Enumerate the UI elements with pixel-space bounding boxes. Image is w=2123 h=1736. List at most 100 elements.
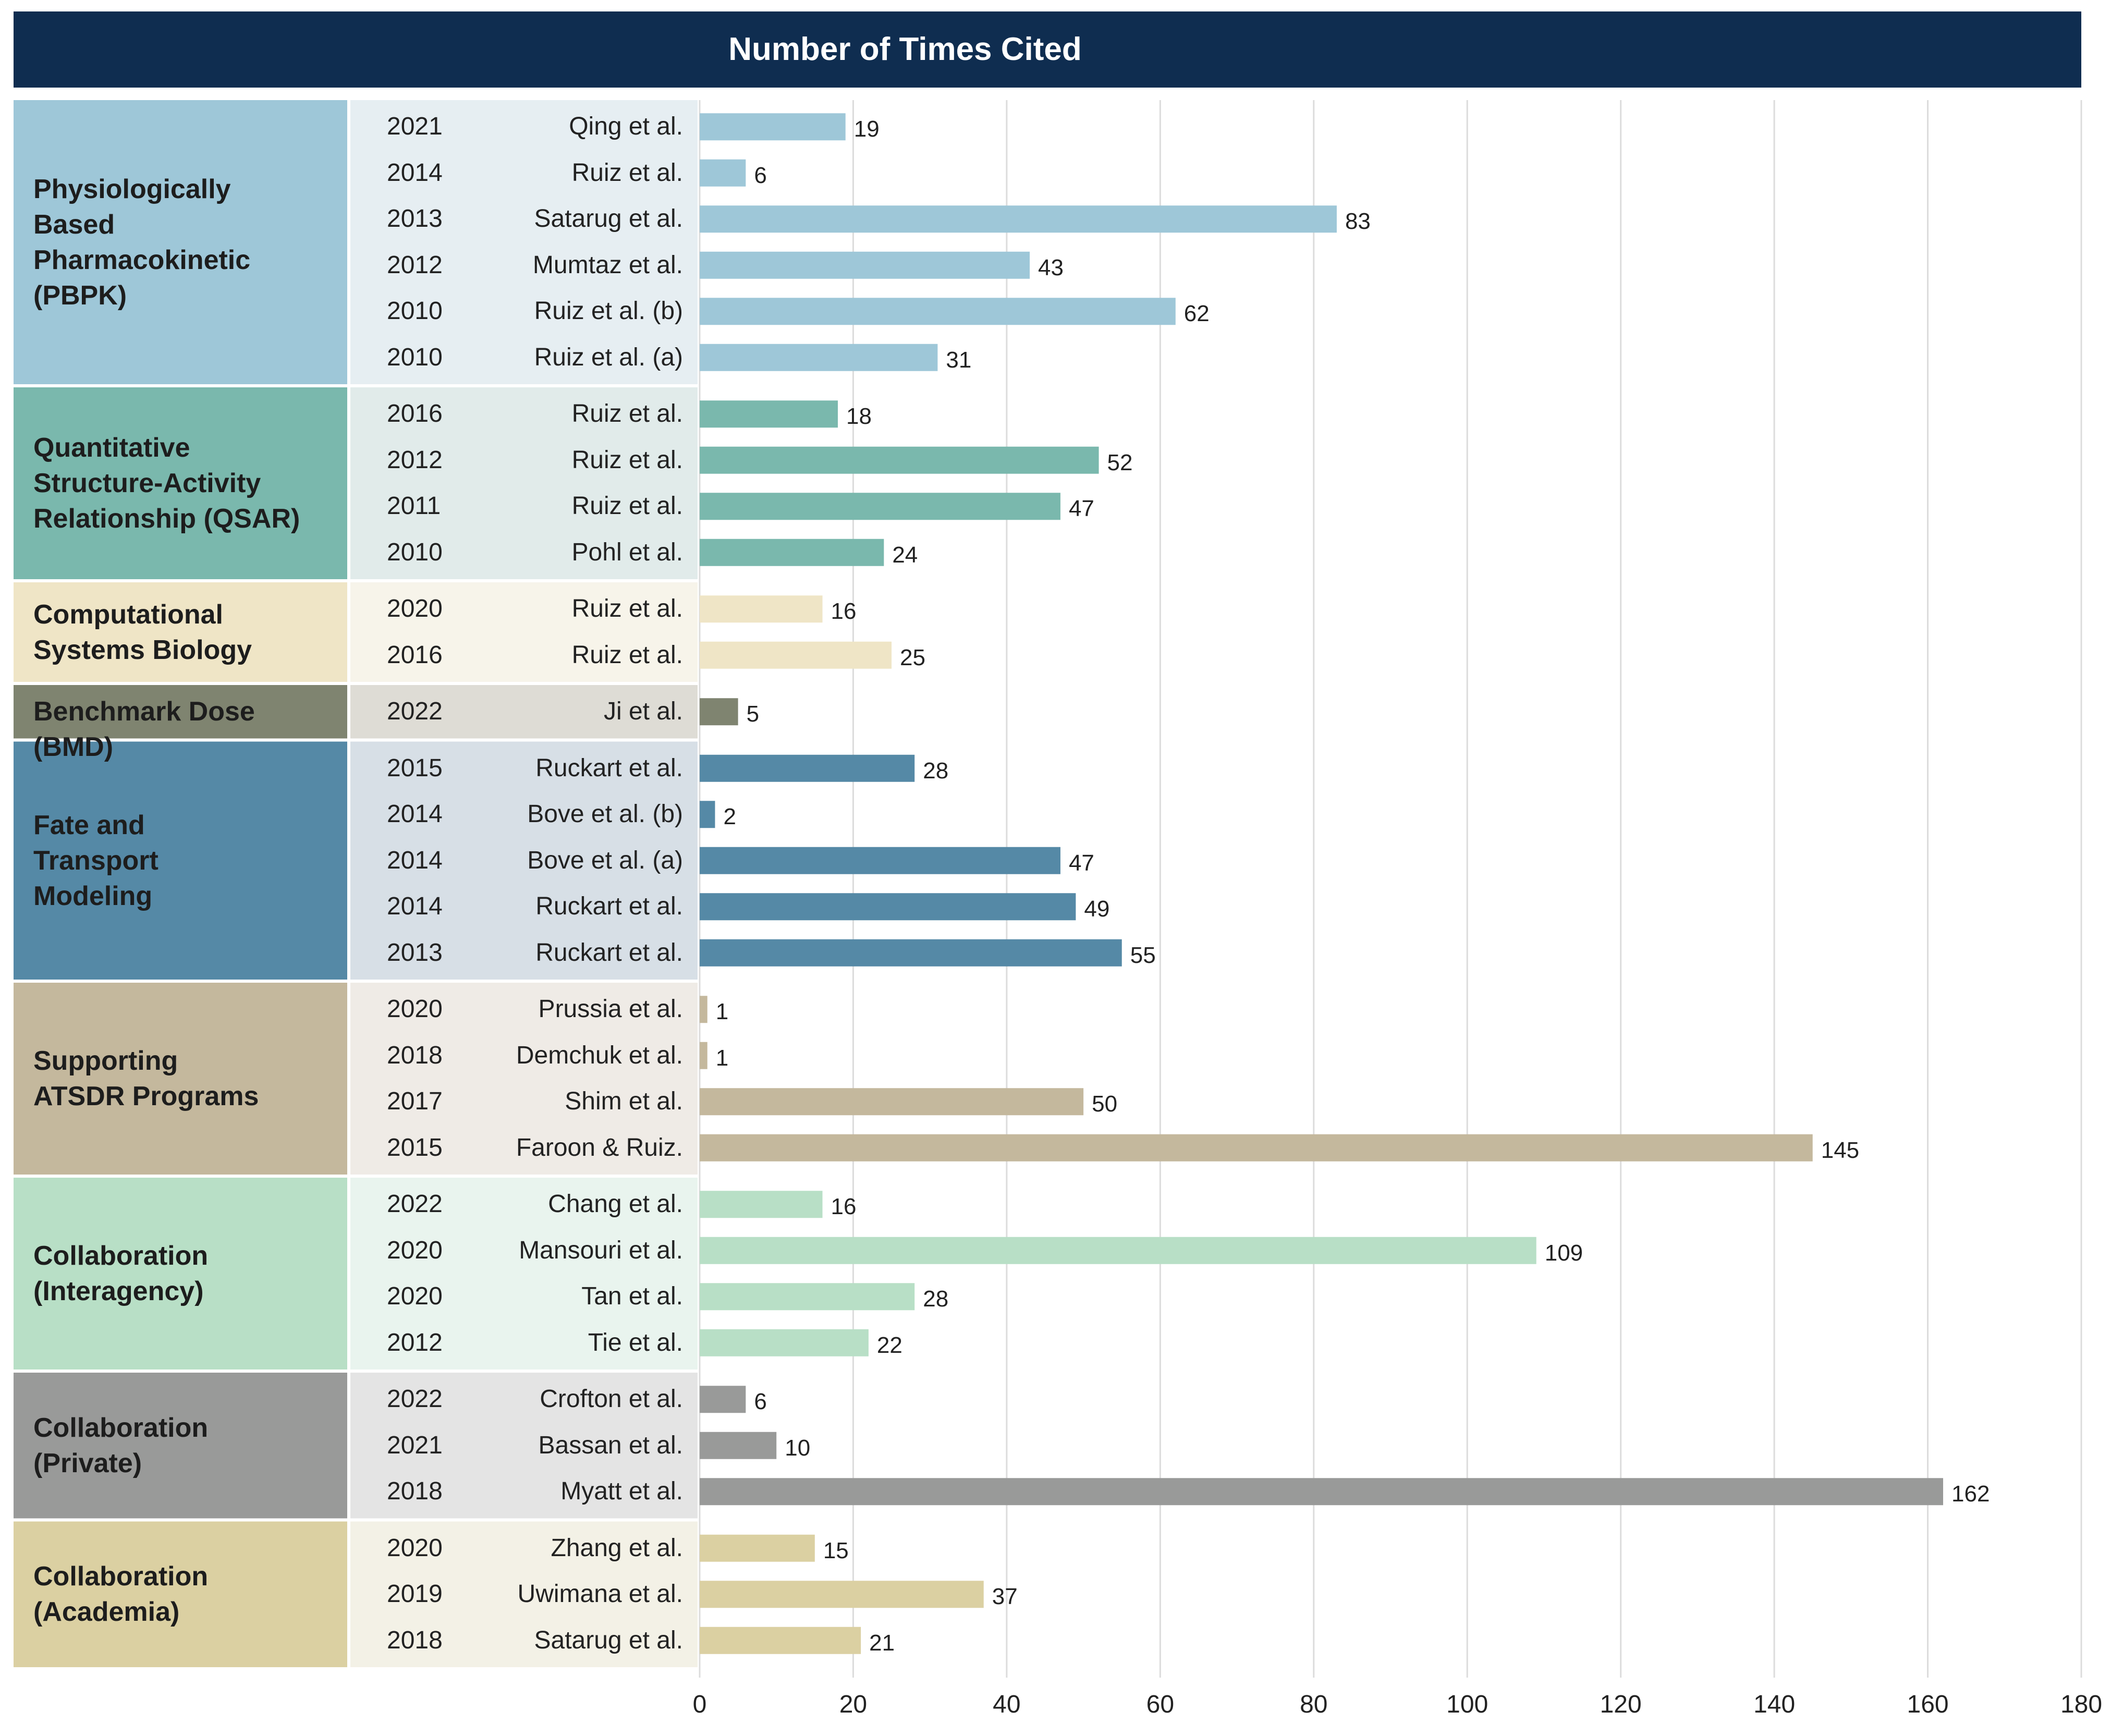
bar	[700, 298, 1176, 325]
author-label: Prussia et al.	[538, 995, 683, 1023]
value-label: 43	[1038, 254, 1064, 280]
category-label: Structure-Activity	[33, 468, 261, 498]
category-block	[14, 741, 347, 980]
x-tick-label: 60	[1146, 1691, 1175, 1718]
author-label: Qing et al.	[569, 113, 683, 141]
category-label: Modeling	[33, 881, 153, 911]
bar	[700, 539, 884, 566]
bar	[700, 1581, 984, 1608]
author-label: Mansouri et al.	[519, 1236, 683, 1264]
x-tick-label: 180	[2060, 1691, 2103, 1718]
bar	[700, 205, 1337, 233]
category-label: Fate and	[33, 810, 145, 840]
category-label: Transport	[33, 845, 158, 876]
author-label: Ruiz et al.	[571, 641, 683, 669]
year-label: 2015	[387, 1133, 443, 1162]
bar	[700, 754, 915, 782]
category-label: Collaboration	[33, 1412, 209, 1443]
author-label: Shim et al.	[565, 1087, 683, 1116]
bar	[700, 996, 707, 1023]
author-label: Tan et al.	[581, 1282, 683, 1311]
category-label: Computational	[33, 599, 223, 630]
category-block	[14, 582, 347, 682]
year-label: 2014	[387, 846, 443, 874]
bar	[700, 113, 846, 141]
row-label-block	[350, 983, 698, 1175]
author-label: Bove et al. (b)	[527, 800, 683, 828]
author-label: Crofton et al.	[540, 1385, 683, 1413]
category-block	[14, 100, 347, 384]
year-label: 2020	[387, 995, 443, 1023]
bar	[700, 801, 715, 828]
year-label: 2013	[387, 205, 443, 233]
bar	[700, 1237, 1536, 1264]
bar	[700, 1386, 746, 1413]
x-tick-label: 100	[1446, 1691, 1488, 1718]
year-label: 2010	[387, 297, 443, 325]
value-label: 6	[754, 162, 767, 188]
bar	[700, 1191, 823, 1218]
value-label: 145	[1821, 1137, 1860, 1163]
value-label: 52	[1107, 449, 1133, 475]
category-block	[14, 1178, 347, 1370]
bar	[700, 595, 823, 623]
row-label-block	[350, 387, 698, 579]
author-label: Uwimana et al.	[517, 1580, 683, 1608]
author-label: Ruiz et al.	[571, 446, 683, 474]
year-label: 2020	[387, 1236, 443, 1264]
category-block	[14, 983, 347, 1175]
value-label: 21	[869, 1630, 895, 1656]
category-label: Collaboration	[33, 1241, 209, 1271]
category-label: Physiologically	[33, 174, 231, 204]
author-label: Ruiz et al. (a)	[534, 343, 683, 371]
value-label: 19	[853, 116, 880, 142]
x-tick-label: 80	[1300, 1691, 1328, 1718]
year-label: 2018	[387, 1041, 443, 1069]
value-label: 28	[923, 1286, 949, 1312]
category-label: Systems Biology	[33, 634, 252, 665]
value-label: 47	[1068, 850, 1094, 876]
bar	[700, 344, 938, 371]
category-label: Benchmark Dose (BMD)	[33, 696, 255, 763]
author-label: Tie et al.	[588, 1328, 683, 1356]
value-label: 1	[715, 999, 729, 1025]
year-label: 2022	[387, 1385, 443, 1413]
year-label: 2016	[387, 641, 443, 669]
category-label: Relationship (QSAR)	[33, 504, 300, 534]
bar	[700, 1534, 815, 1562]
author-label: Mumtaz et al.	[532, 251, 683, 279]
year-label: 2022	[387, 698, 443, 726]
category-label: Quantitative	[33, 433, 190, 463]
bar	[700, 446, 1099, 474]
year-label: 2010	[387, 343, 443, 371]
bar	[700, 1134, 1813, 1162]
bar	[700, 1088, 1084, 1116]
author-label: Satarug et al.	[534, 205, 683, 233]
bar	[700, 893, 1076, 921]
author-label: Bove et al. (a)	[527, 846, 683, 874]
value-label: 10	[785, 1435, 811, 1461]
year-label: 2020	[387, 1282, 443, 1311]
author-label: Ji et al.	[603, 698, 683, 726]
year-label: 2017	[387, 1087, 443, 1116]
category-label: (Private)	[33, 1448, 142, 1478]
category-block	[14, 1521, 347, 1667]
category-label: Pharmacokinetic	[33, 244, 251, 275]
value-label: 5	[746, 701, 760, 727]
x-tick-label: 40	[993, 1691, 1021, 1718]
author-label: Bassan et al.	[538, 1431, 684, 1459]
year-label: 2019	[387, 1580, 443, 1608]
author-label: Zhang et al.	[551, 1534, 684, 1562]
x-tick-label: 120	[1600, 1691, 1642, 1718]
title-bar	[14, 11, 2081, 88]
year-label: 2010	[387, 538, 443, 566]
author-label: Ruiz et al.	[571, 400, 683, 428]
year-label: 2016	[387, 400, 443, 428]
year-label: 2012	[387, 446, 443, 474]
row-label-block	[350, 1178, 698, 1370]
year-label: 2018	[387, 1477, 443, 1506]
year-label: 2014	[387, 893, 443, 921]
year-label: 2012	[387, 251, 443, 279]
